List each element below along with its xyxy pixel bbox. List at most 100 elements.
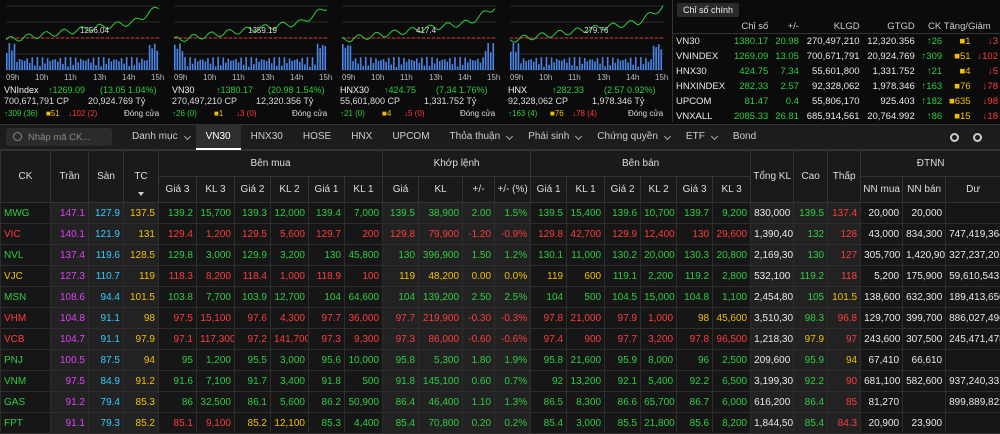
- board-tab[interactable]: Thỏa thuận: [440, 124, 519, 150]
- index-change: (7.34 1.76%): [436, 85, 488, 95]
- cell: 121.9: [89, 224, 124, 245]
- volume-bar: [279, 57, 281, 70]
- volume-bar: [472, 60, 474, 70]
- board-tab[interactable]: UPCOM: [382, 124, 439, 150]
- cell: 632,300: [903, 287, 946, 308]
- time-label: 15h: [487, 73, 500, 82]
- settings-icon[interactable]: [950, 133, 959, 142]
- cell: 200: [345, 224, 383, 245]
- volume-bar: [100, 66, 102, 70]
- volume-bar: [184, 57, 186, 70]
- cell: 86.2: [309, 392, 345, 413]
- cell: 747,419,364: [946, 224, 1000, 245]
- volume-bar: [635, 57, 637, 70]
- time-label: 13h: [261, 73, 274, 82]
- unchanged: ■76: [550, 109, 564, 118]
- cell: 396,900: [419, 245, 463, 266]
- volume-bar: [604, 66, 606, 70]
- volume-bar: [378, 61, 380, 70]
- volume-bar: [396, 67, 398, 70]
- cell: 129.5: [235, 224, 271, 245]
- index-cell: 282.33: [730, 79, 772, 94]
- volume-bar: [75, 58, 77, 70]
- volume-bar: [29, 63, 31, 70]
- volume-bar: [62, 64, 64, 70]
- board-tab[interactable]: Phái sinh: [518, 124, 587, 150]
- cell: 97.8: [531, 308, 567, 329]
- cell: 175,900: [903, 266, 946, 287]
- cell: 91.6: [159, 371, 197, 392]
- volume-bar: [121, 58, 123, 70]
- cell: 97.7: [309, 308, 345, 329]
- index-change: (13.05 1.04%): [100, 85, 157, 95]
- volume-bar: [589, 59, 591, 70]
- index-cell: 0.4: [771, 94, 802, 109]
- panel-tab[interactable]: Chỉ số chính: [677, 3, 739, 17]
- volume-bar: [266, 61, 268, 70]
- board-tab[interactable]: HNX30: [241, 124, 293, 150]
- volume-bar: [276, 66, 278, 70]
- cell: 86.1: [235, 392, 271, 413]
- cell: 85.4: [383, 413, 419, 434]
- volume-bar: [251, 57, 253, 70]
- board-tab[interactable]: ETF: [676, 124, 723, 150]
- volume-bar: [660, 49, 662, 70]
- cell: 118.4: [235, 266, 271, 287]
- volume-bar: [643, 64, 645, 70]
- board-tab[interactable]: Danh mục: [122, 124, 196, 150]
- cell: 95.6: [309, 350, 345, 371]
- cell: 132: [794, 224, 828, 245]
- cell: [946, 350, 1000, 371]
- volume-bar: [128, 66, 130, 70]
- cell: 29,600: [713, 224, 751, 245]
- index-turnover: 1,331.752 Tỷ: [424, 96, 477, 106]
- cell: 681,100: [861, 371, 903, 392]
- cell: 2.00: [463, 203, 495, 224]
- cell: 96: [677, 350, 713, 371]
- time-label: 14h: [290, 73, 303, 82]
- board-tab[interactable]: Chứng quyền: [587, 124, 676, 150]
- board-tab[interactable]: VN30: [196, 124, 241, 150]
- board-tab[interactable]: Bond: [723, 124, 766, 150]
- cell: 95.5: [235, 350, 271, 371]
- volume-bar: [294, 60, 296, 70]
- board-tab[interactable]: HNX: [341, 124, 382, 150]
- group-header: Bên mua: [159, 151, 383, 177]
- column-header[interactable]: TC: [124, 151, 159, 203]
- volume-bar: [441, 60, 443, 70]
- index-cell: 1,978.346: [863, 79, 918, 94]
- cell: 118.3: [159, 266, 197, 287]
- cell: VIC: [1, 224, 51, 245]
- cell: 127.3: [51, 266, 89, 287]
- volume-bar: [309, 67, 311, 70]
- volume-bar: [126, 57, 128, 70]
- cell: 104.8: [677, 287, 713, 308]
- volume-bar: [551, 58, 553, 70]
- search-box[interactable]: Nhập mã CK...: [6, 128, 112, 146]
- cell: 243,600: [861, 329, 903, 350]
- reference-label: 1359.19: [248, 26, 277, 35]
- board-tab[interactable]: HOSE: [293, 124, 341, 150]
- cell: -0.60: [463, 329, 495, 350]
- cell: 110.7: [89, 266, 124, 287]
- cell: 85.1: [159, 413, 197, 434]
- cell: 119.2: [677, 266, 713, 287]
